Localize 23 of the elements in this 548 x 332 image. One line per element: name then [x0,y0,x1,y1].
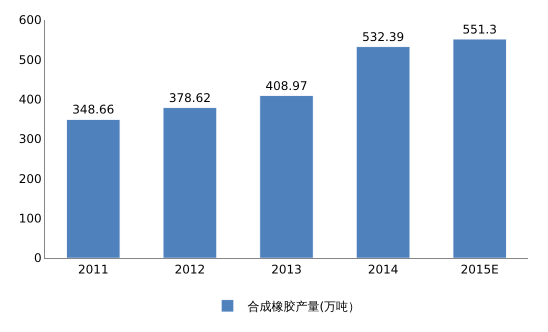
y-tick-label: 100 [18,212,42,226]
x-tick-label: 2011 [78,262,109,276]
y-tick-label: 200 [18,172,42,186]
bar [260,96,314,258]
x-tick-label: 2014 [368,262,398,276]
data-label: 378.62 [168,90,211,105]
y-tick-label: 400 [18,92,42,107]
x-tick-label: 2015E [460,262,499,276]
bar [356,46,410,258]
data-label: 532.39 [362,30,404,44]
bar [163,108,217,258]
x-tick-label: 2013 [271,262,302,276]
data-label: 551.3 [462,22,497,36]
legend-label: 合成橡胶产量(万吨） [248,300,360,314]
bar [452,39,507,258]
data-label: 348.66 [72,102,114,117]
bar [66,119,120,258]
y-tick-label: 500 [18,52,42,67]
y-tick-label: 300 [18,132,42,146]
x-tick-label: 2012 [174,262,206,276]
data-label: 408.97 [266,78,308,93]
y-tick-label: 600 [18,13,42,28]
y-tick-label: 0 [34,251,42,266]
